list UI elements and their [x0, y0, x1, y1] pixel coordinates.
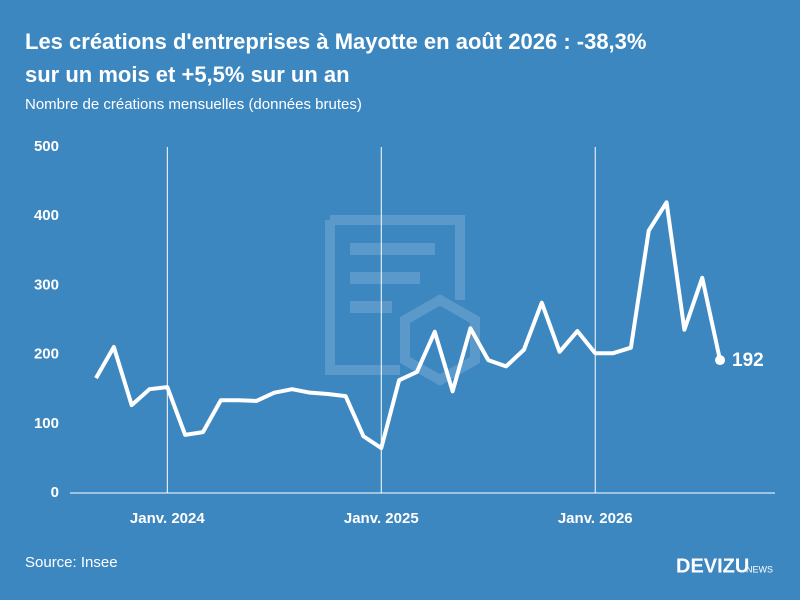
x-tick-label: Janv. 2026 — [558, 510, 633, 527]
x-tick-label: Janv. 2024 — [130, 510, 205, 527]
x-tick-label: Janv. 2025 — [344, 510, 419, 527]
y-tick-label: 0 — [51, 484, 59, 501]
data-label: 192 — [732, 350, 764, 371]
end-point — [715, 355, 726, 366]
source: Source: Insee — [25, 554, 118, 571]
chart-title-line2: sur un mois et +5,5% sur un an — [25, 62, 350, 87]
y-tick-label: 400 — [34, 207, 59, 224]
data-line — [94, 200, 723, 451]
y-tick-label: 500 — [34, 138, 59, 155]
y-tick-label: 300 — [34, 276, 59, 293]
brand: DEVIZU — [676, 555, 749, 577]
watermark — [325, 215, 480, 386]
chart-subtitle: Nombre de créations mensuelles (données … — [25, 96, 362, 113]
brand-suffix: NEWS — [746, 564, 773, 574]
y-tick-label: 200 — [34, 346, 59, 363]
y-tick-label: 100 — [34, 415, 59, 432]
chart-title: Les créations d'entreprises à Mayotte en… — [25, 29, 646, 54]
